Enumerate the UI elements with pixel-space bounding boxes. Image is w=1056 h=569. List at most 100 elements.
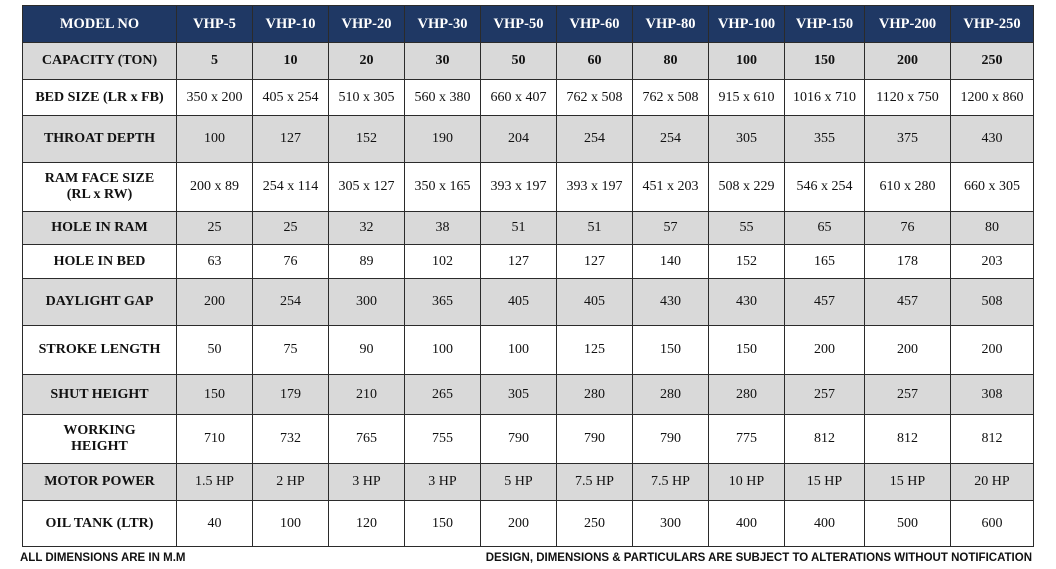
header-cell: VHP-30: [404, 5, 481, 43]
table-cell: 204: [480, 115, 557, 163]
table-row: CAPACITY (TON) 5 10 20 30 50 60 80 100 150 200 250: [22, 42, 1034, 80]
header-cell: VHP-20: [328, 5, 405, 43]
table-cell: 660 x 407: [480, 79, 557, 116]
header-cell: VHP-150: [784, 5, 865, 43]
table-cell: 915 x 610: [708, 79, 785, 116]
table-cell: 200: [864, 325, 951, 375]
table-cell: 100: [480, 325, 557, 375]
table-cell: 762 x 508: [632, 79, 709, 116]
table-cell: 350 x 165: [404, 162, 481, 212]
table-cell: 790: [480, 414, 557, 464]
table-cell: 15 HP: [784, 463, 865, 501]
table-cell: 5: [176, 42, 253, 80]
table-cell: 25: [252, 211, 329, 245]
table-cell: 812: [784, 414, 865, 464]
header-cell: VHP-50: [480, 5, 557, 43]
row-label: DAYLIGHT GAP: [22, 278, 177, 326]
table-cell: 200: [480, 500, 557, 547]
table-row: SHUT HEIGHT 150 179 210 265 305 280 280 280 257 25…: [22, 374, 1034, 415]
table-cell: 63: [176, 244, 253, 279]
table-cell: 430: [708, 278, 785, 326]
table-cell: 76: [252, 244, 329, 279]
table-cell: 400: [784, 500, 865, 547]
table-cell: 405: [556, 278, 633, 326]
table-cell: 50: [480, 42, 557, 80]
table-cell: 254 x 114: [252, 162, 329, 212]
table-cell: 250: [556, 500, 633, 547]
table-cell: 100: [404, 325, 481, 375]
table-cell: 203: [950, 244, 1034, 279]
table-cell: 1016 x 710: [784, 79, 865, 116]
spec-table: MODEL NO VHP-5 VHP-10 VHP-20 VHP-30 VHP-…: [22, 5, 1034, 547]
table-cell: 100: [252, 500, 329, 547]
table-cell: 250: [950, 42, 1034, 80]
table-cell: 200 x 89: [176, 162, 253, 212]
row-label: CAPACITY (TON): [22, 42, 177, 80]
table-cell: 90: [328, 325, 405, 375]
table-cell: 152: [328, 115, 405, 163]
table-cell: 38: [404, 211, 481, 245]
table-cell: 179: [252, 374, 329, 415]
table-cell: 305: [708, 115, 785, 163]
table-cell: 210: [328, 374, 405, 415]
table-cell: 375: [864, 115, 951, 163]
table-row: BED SIZE (LR x FB) 350 x 200 405 x 254 510 …: [22, 79, 1034, 116]
table-cell: 257: [864, 374, 951, 415]
table-cell: 710: [176, 414, 253, 464]
table-cell: 755: [404, 414, 481, 464]
row-label: SHUT HEIGHT: [22, 374, 177, 415]
table-cell: 500: [864, 500, 951, 547]
table-cell: 20: [328, 42, 405, 80]
row-label: HOLE IN RAM: [22, 211, 177, 245]
header-cell: VHP-80: [632, 5, 709, 43]
units-note: ALL DIMENSIONS ARE IN M.M: [20, 552, 186, 564]
table-cell: 1120 x 750: [864, 79, 951, 116]
table-cell: 165: [784, 244, 865, 279]
table-cell: 355: [784, 115, 865, 163]
table-cell: 300: [632, 500, 709, 547]
table-cell: 127: [480, 244, 557, 279]
header-cell: VHP-60: [556, 5, 633, 43]
table-cell: 76: [864, 211, 951, 245]
table-row: STROKE LENGTH 50 75 90 100 100 125 150 150 200 200…: [22, 325, 1034, 375]
table-cell: 57: [632, 211, 709, 245]
table-cell: 51: [480, 211, 557, 245]
table-cell: 254: [252, 278, 329, 326]
table-cell: 25: [176, 211, 253, 245]
table-cell: 254: [556, 115, 633, 163]
row-label: WORKING HEIGHT: [22, 414, 177, 464]
table-cell: 30: [404, 42, 481, 80]
table-cell: 200: [864, 42, 951, 80]
table-cell: 2 HP: [252, 463, 329, 501]
table-cell: 812: [864, 414, 951, 464]
table-cell: 508 x 229: [708, 162, 785, 212]
row-label: RAM FACE SIZE (RL x RW): [22, 162, 177, 212]
table-cell: 305: [480, 374, 557, 415]
table-cell: 100: [708, 42, 785, 80]
table-cell: 89: [328, 244, 405, 279]
table-cell: 254: [632, 115, 709, 163]
row-label: MOTOR POWER: [22, 463, 177, 501]
table-cell: 765: [328, 414, 405, 464]
table-cell: 150: [784, 42, 865, 80]
table-cell: 400: [708, 500, 785, 547]
table-cell: 150: [708, 325, 785, 375]
table-cell: 405: [480, 278, 557, 326]
table-cell: 600: [950, 500, 1034, 547]
header-cell: VHP-100: [708, 5, 785, 43]
table-cell: 5 HP: [480, 463, 557, 501]
table-cell: 610 x 280: [864, 162, 951, 212]
table-cell: 280: [556, 374, 633, 415]
table-cell: 660 x 305: [950, 162, 1034, 212]
table-cell: 300: [328, 278, 405, 326]
table-cell: 3 HP: [404, 463, 481, 501]
table-cell: 75: [252, 325, 329, 375]
header-cell: VHP-5: [176, 5, 253, 43]
table-cell: 80: [632, 42, 709, 80]
row-label: HOLE IN BED: [22, 244, 177, 279]
table-cell: 15 HP: [864, 463, 951, 501]
table-cell: 150: [404, 500, 481, 547]
table-cell: 7.5 HP: [632, 463, 709, 501]
table-cell: 812: [950, 414, 1034, 464]
table-cell: 546 x 254: [784, 162, 865, 212]
